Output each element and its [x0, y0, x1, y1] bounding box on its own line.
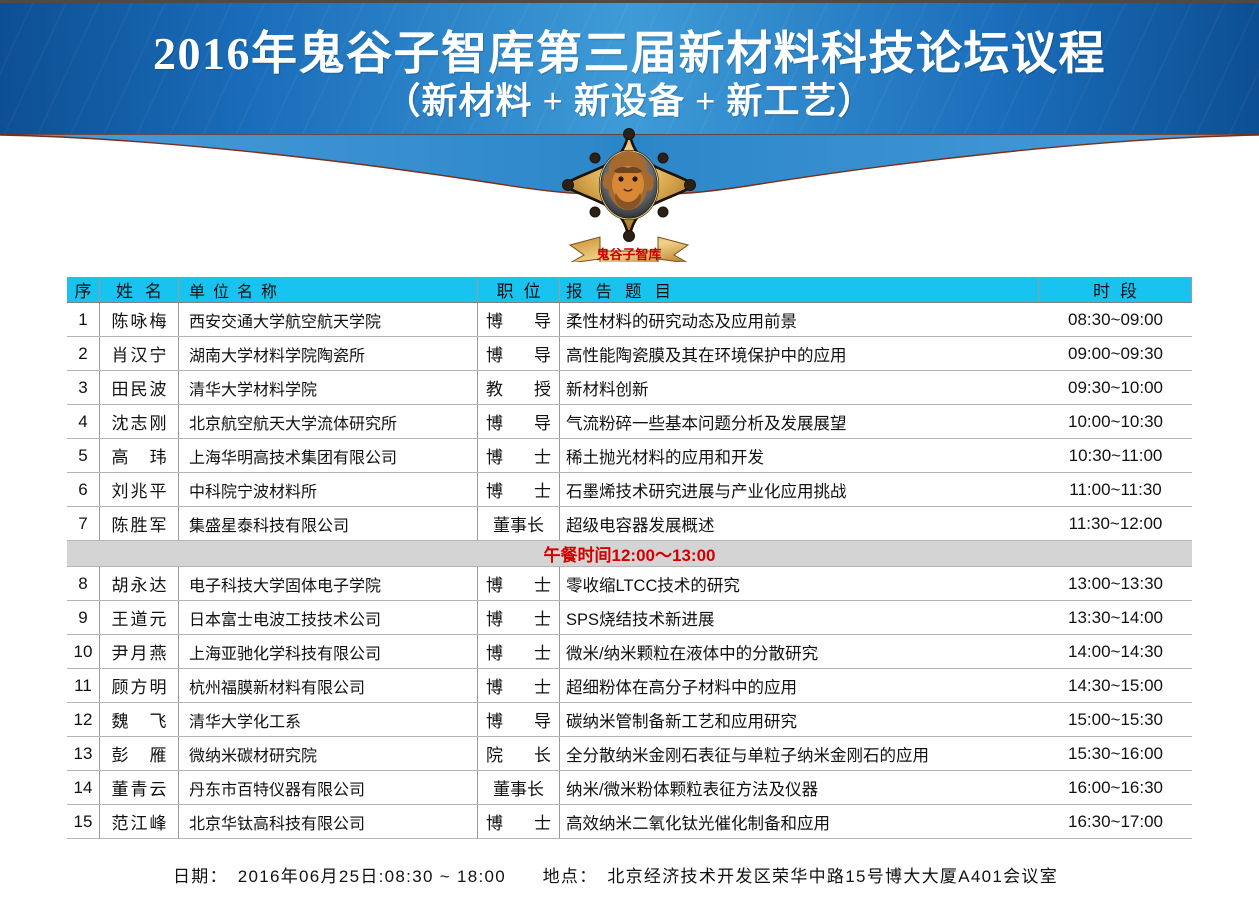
svg-text:鬼谷子智库: 鬼谷子智库	[596, 247, 661, 262]
